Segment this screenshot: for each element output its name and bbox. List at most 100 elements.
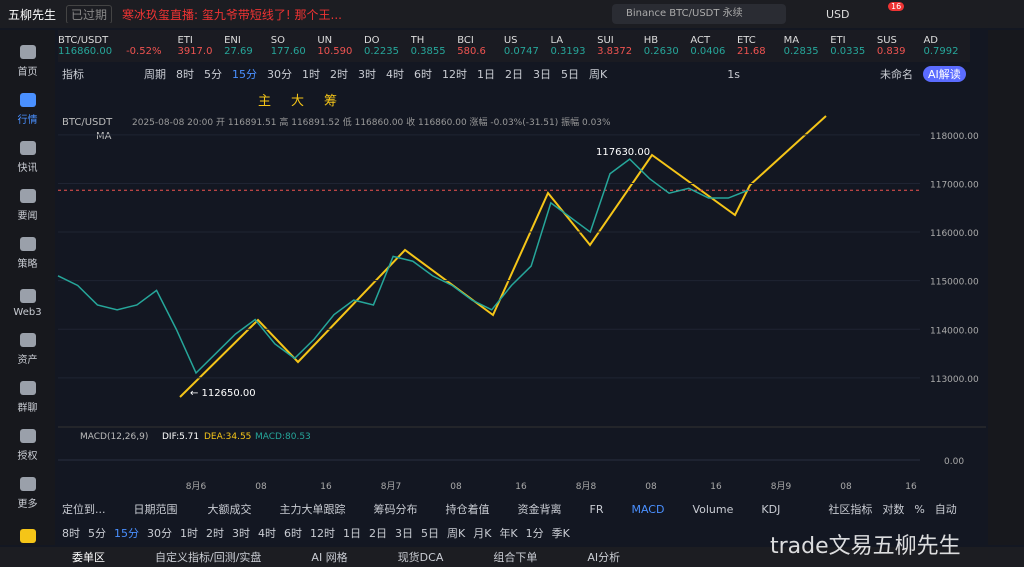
indicator-tab[interactable]: FR (589, 502, 604, 516)
bottom-tab[interactable]: 现货DCA (397, 551, 444, 564)
indicator-tab[interactable]: 持仓着值 (445, 503, 490, 516)
interval-button[interactable]: 3日 (533, 68, 551, 81)
news[interactable]: 寒冰玖玺直播: 玺九爷带短线了! 那个王... (122, 7, 342, 22)
ticker[interactable]: AD 0.7992 (923, 35, 966, 57)
bottom-tab[interactable]: AI 网格 (311, 551, 348, 564)
ticker[interactable]: BCI 580.6 (457, 35, 500, 57)
draw-tool[interactable]: 主 (258, 93, 272, 109)
ai-button[interactable]: AI解读 (922, 66, 966, 82)
nav-item[interactable]: 授权 (0, 414, 55, 462)
nav-item[interactable]: 资产 (0, 318, 55, 366)
ticker[interactable]: SUS 0.839 (877, 35, 920, 57)
ticker[interactable]: DO 0.2235 (364, 35, 407, 57)
x-tick-label: 8月6 (186, 481, 207, 492)
interval-button[interactable]: 2时 (206, 527, 224, 540)
ticker[interactable]: ETC 21.68 (737, 35, 780, 57)
ticker[interactable]: ENI 27.69 (224, 35, 267, 57)
interval-button[interactable]: 5日 (421, 527, 439, 540)
interval-button[interactable]: 30分 (147, 527, 172, 540)
interval-button[interactable]: 12时 (442, 68, 467, 81)
nav-item[interactable]: Web3 (0, 270, 55, 318)
interval-button[interactable]: 15分 (114, 527, 139, 540)
seconds-button[interactable]: 1s (727, 67, 740, 81)
search[interactable]: Binance BTC/USDT 永续 (612, 4, 786, 24)
interval-button[interactable]: 3时 (232, 527, 250, 540)
ticker[interactable]: TH 0.3855 (411, 35, 454, 57)
interval-button[interactable]: 周K (589, 68, 608, 81)
interval-button[interactable]: 月K (473, 527, 492, 540)
interval-button[interactable]: 1日 (343, 527, 361, 540)
interval-button[interactable]: 4时 (258, 527, 276, 540)
nav-item[interactable]: 要闻 (0, 174, 55, 222)
indicator-tab[interactable]: 大额成交 (207, 503, 252, 516)
interval-button[interactable]: 12时 (310, 527, 335, 540)
toolbar: 指标 周期 8时 5分 15分 30分 1时 2时 3时 4时 6时 12时 1日 2日 3日 5日 周K 1s 未… (62, 64, 982, 84)
interval-button[interactable]: 30分 (267, 68, 292, 81)
ticker[interactable]: HB 0.2630 (644, 35, 687, 57)
interval-button[interactable]: 6时 (284, 527, 302, 540)
draw-tool[interactable]: 筹 (324, 93, 338, 109)
ticker[interactable]: US 0.0747 (504, 35, 547, 57)
range-button[interactable]: 日期范围 (133, 503, 178, 516)
bottom-tab[interactable]: 组合下单 (493, 551, 538, 564)
period-button[interactable]: 周期 (144, 68, 166, 81)
indicator-option[interactable]: 社区指标 (828, 503, 873, 516)
ticker[interactable]: SUI 3.8372 (597, 35, 640, 57)
interval-button[interactable]: 2日 (505, 68, 523, 81)
interval-button[interactable]: 8时 (62, 527, 80, 540)
ticker[interactable]: ETI 3917.0 (177, 35, 220, 57)
interval-button[interactable]: 2时 (330, 68, 348, 81)
indicator-button[interactable]: 指标 (62, 68, 84, 81)
ticker[interactable]: BTC/USDT 116860.00 -0.52% (58, 35, 171, 57)
ticker[interactable]: ETI 0.0335 (830, 35, 873, 57)
indicator-tab[interactable]: 资金背离 (517, 503, 562, 516)
ticker-price-row: 0.2835 (784, 46, 827, 57)
bottom-tab[interactable]: 委单区 (72, 551, 105, 564)
interval-button[interactable]: 1日 (477, 68, 495, 81)
indicator-tab[interactable]: MACD (631, 502, 665, 516)
nav-item[interactable]: 快讯 (0, 126, 55, 174)
interval-button[interactable]: 8时 (176, 68, 194, 81)
ticker[interactable]: MA 0.2835 (784, 35, 827, 57)
interval-button[interactable]: 1时 (302, 68, 320, 81)
ticker[interactable]: LA 0.3193 (550, 35, 593, 57)
nav-icon (19, 477, 36, 491)
indicator-tab[interactable]: 筹码分布 (373, 503, 418, 516)
interval-button[interactable]: 15分 (232, 68, 257, 81)
indicator-option[interactable]: % (914, 502, 925, 516)
interval-button[interactable]: 季K (551, 527, 570, 540)
ticker[interactable]: SO 177.60 (271, 35, 314, 57)
nav-item[interactable]: 行情 (0, 78, 55, 126)
indicator-option[interactable]: 自动 (934, 503, 957, 516)
indicator-tab[interactable]: KDJ (761, 502, 781, 516)
interval-button[interactable]: 5日 (561, 68, 579, 81)
nav-item[interactable]: 群聊 (0, 366, 55, 414)
interval-button[interactable]: 4时 (386, 68, 404, 81)
ticker-bar: BTC/USDT 116860.00 -0.52% ETI 3917.0 ENI 27.69… (58, 30, 970, 62)
ticker[interactable]: UN 10.590 (317, 35, 360, 57)
nav-item[interactable]: 更多 (0, 462, 55, 510)
indicator-tab[interactable]: Volume (692, 502, 734, 516)
interval-button[interactable]: 周K (447, 527, 466, 540)
interval-button[interactable]: 3时 (358, 68, 376, 81)
ticker[interactable]: ACT 0.0406 (690, 35, 733, 57)
interval-button[interactable]: 3日 (395, 527, 413, 540)
interval-button[interactable]: 5分 (88, 527, 106, 540)
interval-button[interactable]: 5分 (204, 68, 222, 81)
bottom-tab[interactable]: AI分析 (587, 551, 621, 564)
layout-name[interactable]: 未命名 (879, 68, 913, 81)
locate-button[interactable]: 定位到... (62, 503, 106, 516)
ticker-price-row: 0.0747 (504, 46, 547, 57)
interval-button[interactable]: 1时 (180, 527, 198, 540)
currency[interactable]: USD (826, 8, 850, 21)
indicator-option[interactable]: 对数 (882, 503, 905, 516)
interval-button[interactable]: 6时 (414, 68, 432, 81)
nav-item[interactable]: 策略 (0, 222, 55, 270)
indicator-tab[interactable]: 主力大单跟踪 (279, 503, 346, 516)
bottom-tab[interactable]: 自定义指标/回测/实盘 (155, 551, 262, 564)
draw-tool[interactable]: 大 (291, 93, 305, 109)
interval-button[interactable]: 2日 (369, 527, 387, 540)
nav-item[interactable]: 首页 (0, 30, 55, 78)
interval-button[interactable]: 年K (499, 527, 518, 540)
interval-button[interactable]: 1分 (525, 527, 544, 540)
